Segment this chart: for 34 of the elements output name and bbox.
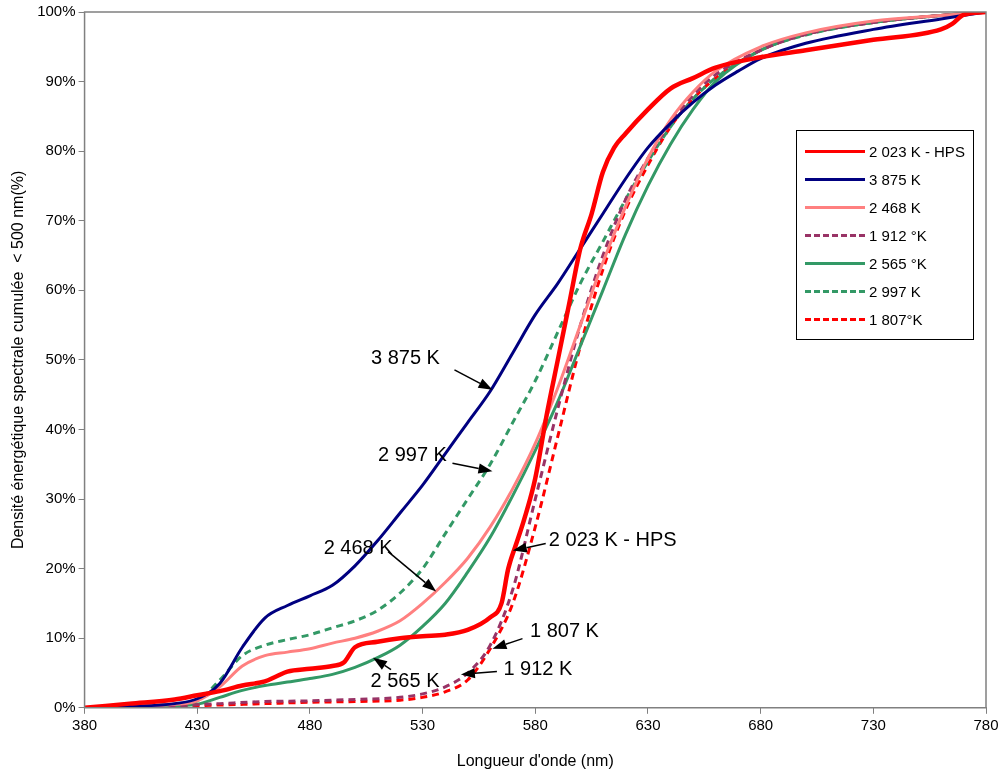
legend-label: 1 807°K: [869, 310, 923, 328]
annotation: 1 807 K: [529, 619, 600, 642]
legend-label: 2 565 °K: [869, 254, 927, 272]
x-tick-label: 780: [973, 715, 999, 733]
legend-label: 2 997 K: [869, 282, 921, 300]
annotation: 2 565 K: [370, 669, 441, 692]
y-tick-label: 100%: [37, 2, 76, 20]
y-tick-label: 90%: [45, 71, 76, 89]
y-tick-label: 20%: [45, 558, 76, 576]
x-axis-title: Longueur d'onde (nm): [456, 751, 614, 769]
legend-label: 3 875 K: [869, 170, 921, 188]
x-tick-label: 730: [860, 715, 886, 733]
y-tick-label: 50%: [45, 350, 76, 368]
legend-label: 1 912 °K: [869, 226, 927, 244]
x-tick-label: 680: [748, 715, 774, 733]
annotation: 2 023 K - HPS: [548, 528, 677, 551]
annotation: 3 875 K: [370, 346, 441, 369]
y-tick-label: 60%: [45, 280, 76, 298]
x-tick-label: 580: [522, 715, 548, 733]
y-tick-label: 70%: [45, 210, 76, 228]
x-tick-label: 630: [635, 715, 661, 733]
x-tick-label: 530: [410, 715, 436, 733]
y-tick-label: 80%: [45, 141, 76, 159]
y-axis-title: Densité énergétique spectrale cumulée < 500 nm(%): [9, 170, 27, 550]
y-tick-label: 0%: [53, 697, 76, 715]
legend-label: 2 023 K - HPS: [869, 142, 965, 160]
y-tick-label: 10%: [45, 628, 76, 646]
legend-label: 2 468 K: [869, 198, 921, 216]
x-tick-label: 380: [72, 715, 98, 733]
annotation: 1 912 K: [503, 656, 574, 679]
y-tick-label: 30%: [45, 489, 76, 507]
y-tick-label: 40%: [45, 419, 76, 437]
x-tick-label: 430: [184, 715, 210, 733]
x-tick-label: 480: [297, 715, 323, 733]
